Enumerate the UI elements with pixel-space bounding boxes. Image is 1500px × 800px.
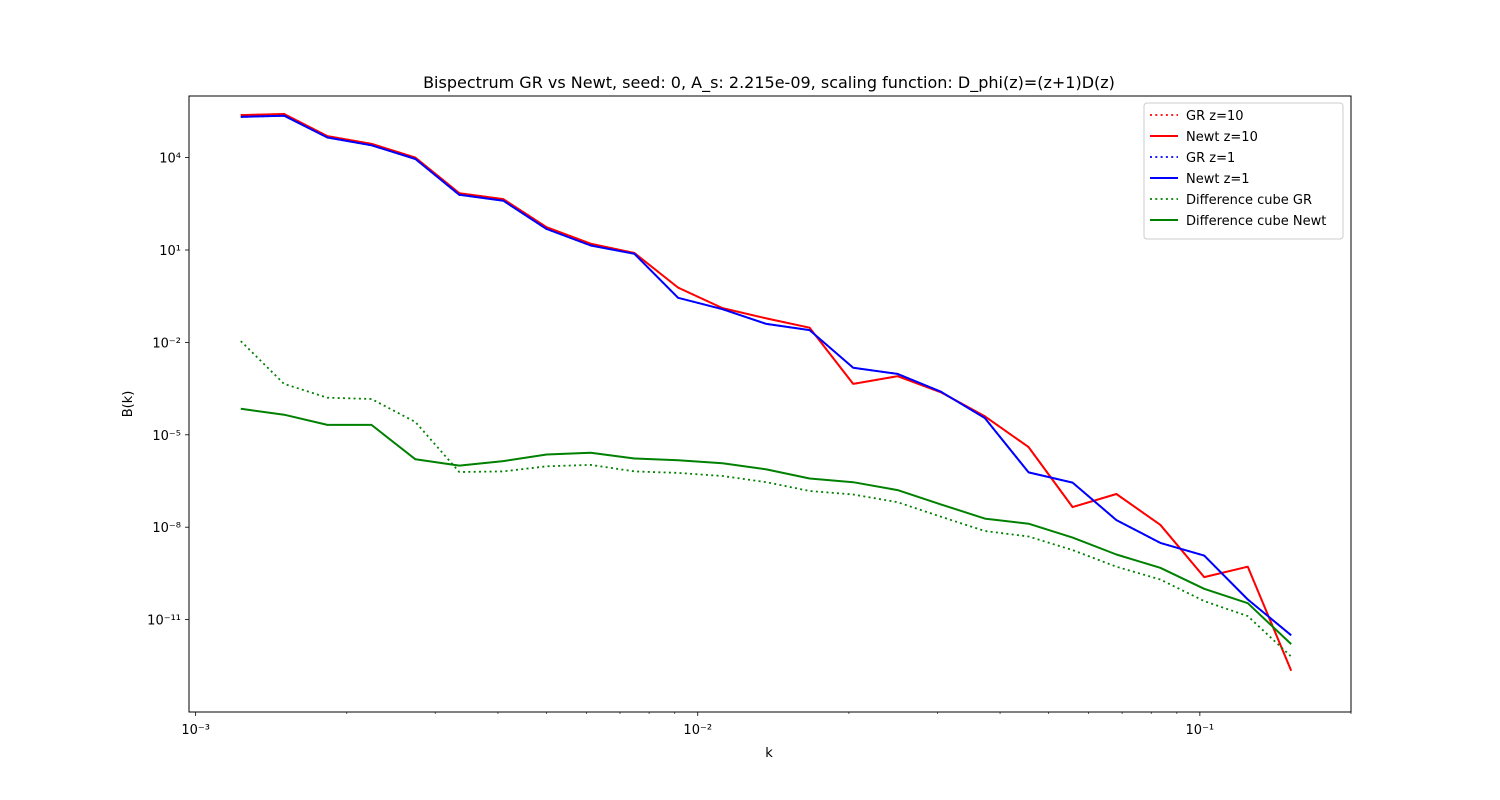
axes-frame	[188, 95, 1352, 713]
y-tick-label: 10⁻⁸	[152, 521, 181, 536]
legend-label: GR z=10	[1186, 109, 1244, 124]
y-tick-label: 10⁻²	[152, 336, 181, 351]
series-line-2	[240, 113, 1293, 672]
y-tick-label: 10⁻¹¹	[147, 614, 181, 629]
y-axis-label: B(k)	[121, 391, 136, 418]
legend-label: Difference cube Newt	[1186, 214, 1326, 229]
plot-area	[240, 113, 1293, 672]
x-axis: 10⁻³ 10⁻² 10⁻¹	[181, 712, 1352, 738]
y-tick-label: 10¹	[159, 244, 181, 259]
legend-label: GR z=1	[1186, 151, 1235, 166]
y-tick-label: 10⁴	[159, 152, 181, 167]
legend-label: Newt z=1	[1186, 172, 1250, 187]
y-tick-label: 10⁻⁵	[152, 429, 181, 444]
legend-label: Newt z=10	[1186, 130, 1258, 145]
x-tick-label: 10⁻²	[683, 723, 712, 738]
legend: GR z=10 Newt z=10 GR z=1 Newt z=1 Difference…	[1143, 102, 1344, 240]
x-axis-label: k	[765, 746, 773, 761]
x-tick-label: 10⁻³	[181, 723, 210, 738]
legend-label: Difference cube GR	[1186, 193, 1312, 208]
x-tick-label: 10⁻¹	[1186, 723, 1215, 738]
series-line-6	[240, 407, 1292, 645]
series-line-4	[240, 114, 1292, 637]
legend-box	[1143, 102, 1344, 240]
chart-title: Bispectrum GR vs Newt, seed: 0, A_s: 2.2…	[423, 73, 1115, 93]
y-axis: 10⁴ 10¹ 10⁻² 10⁻⁵ 10⁻⁸ 10⁻¹¹	[147, 152, 189, 629]
